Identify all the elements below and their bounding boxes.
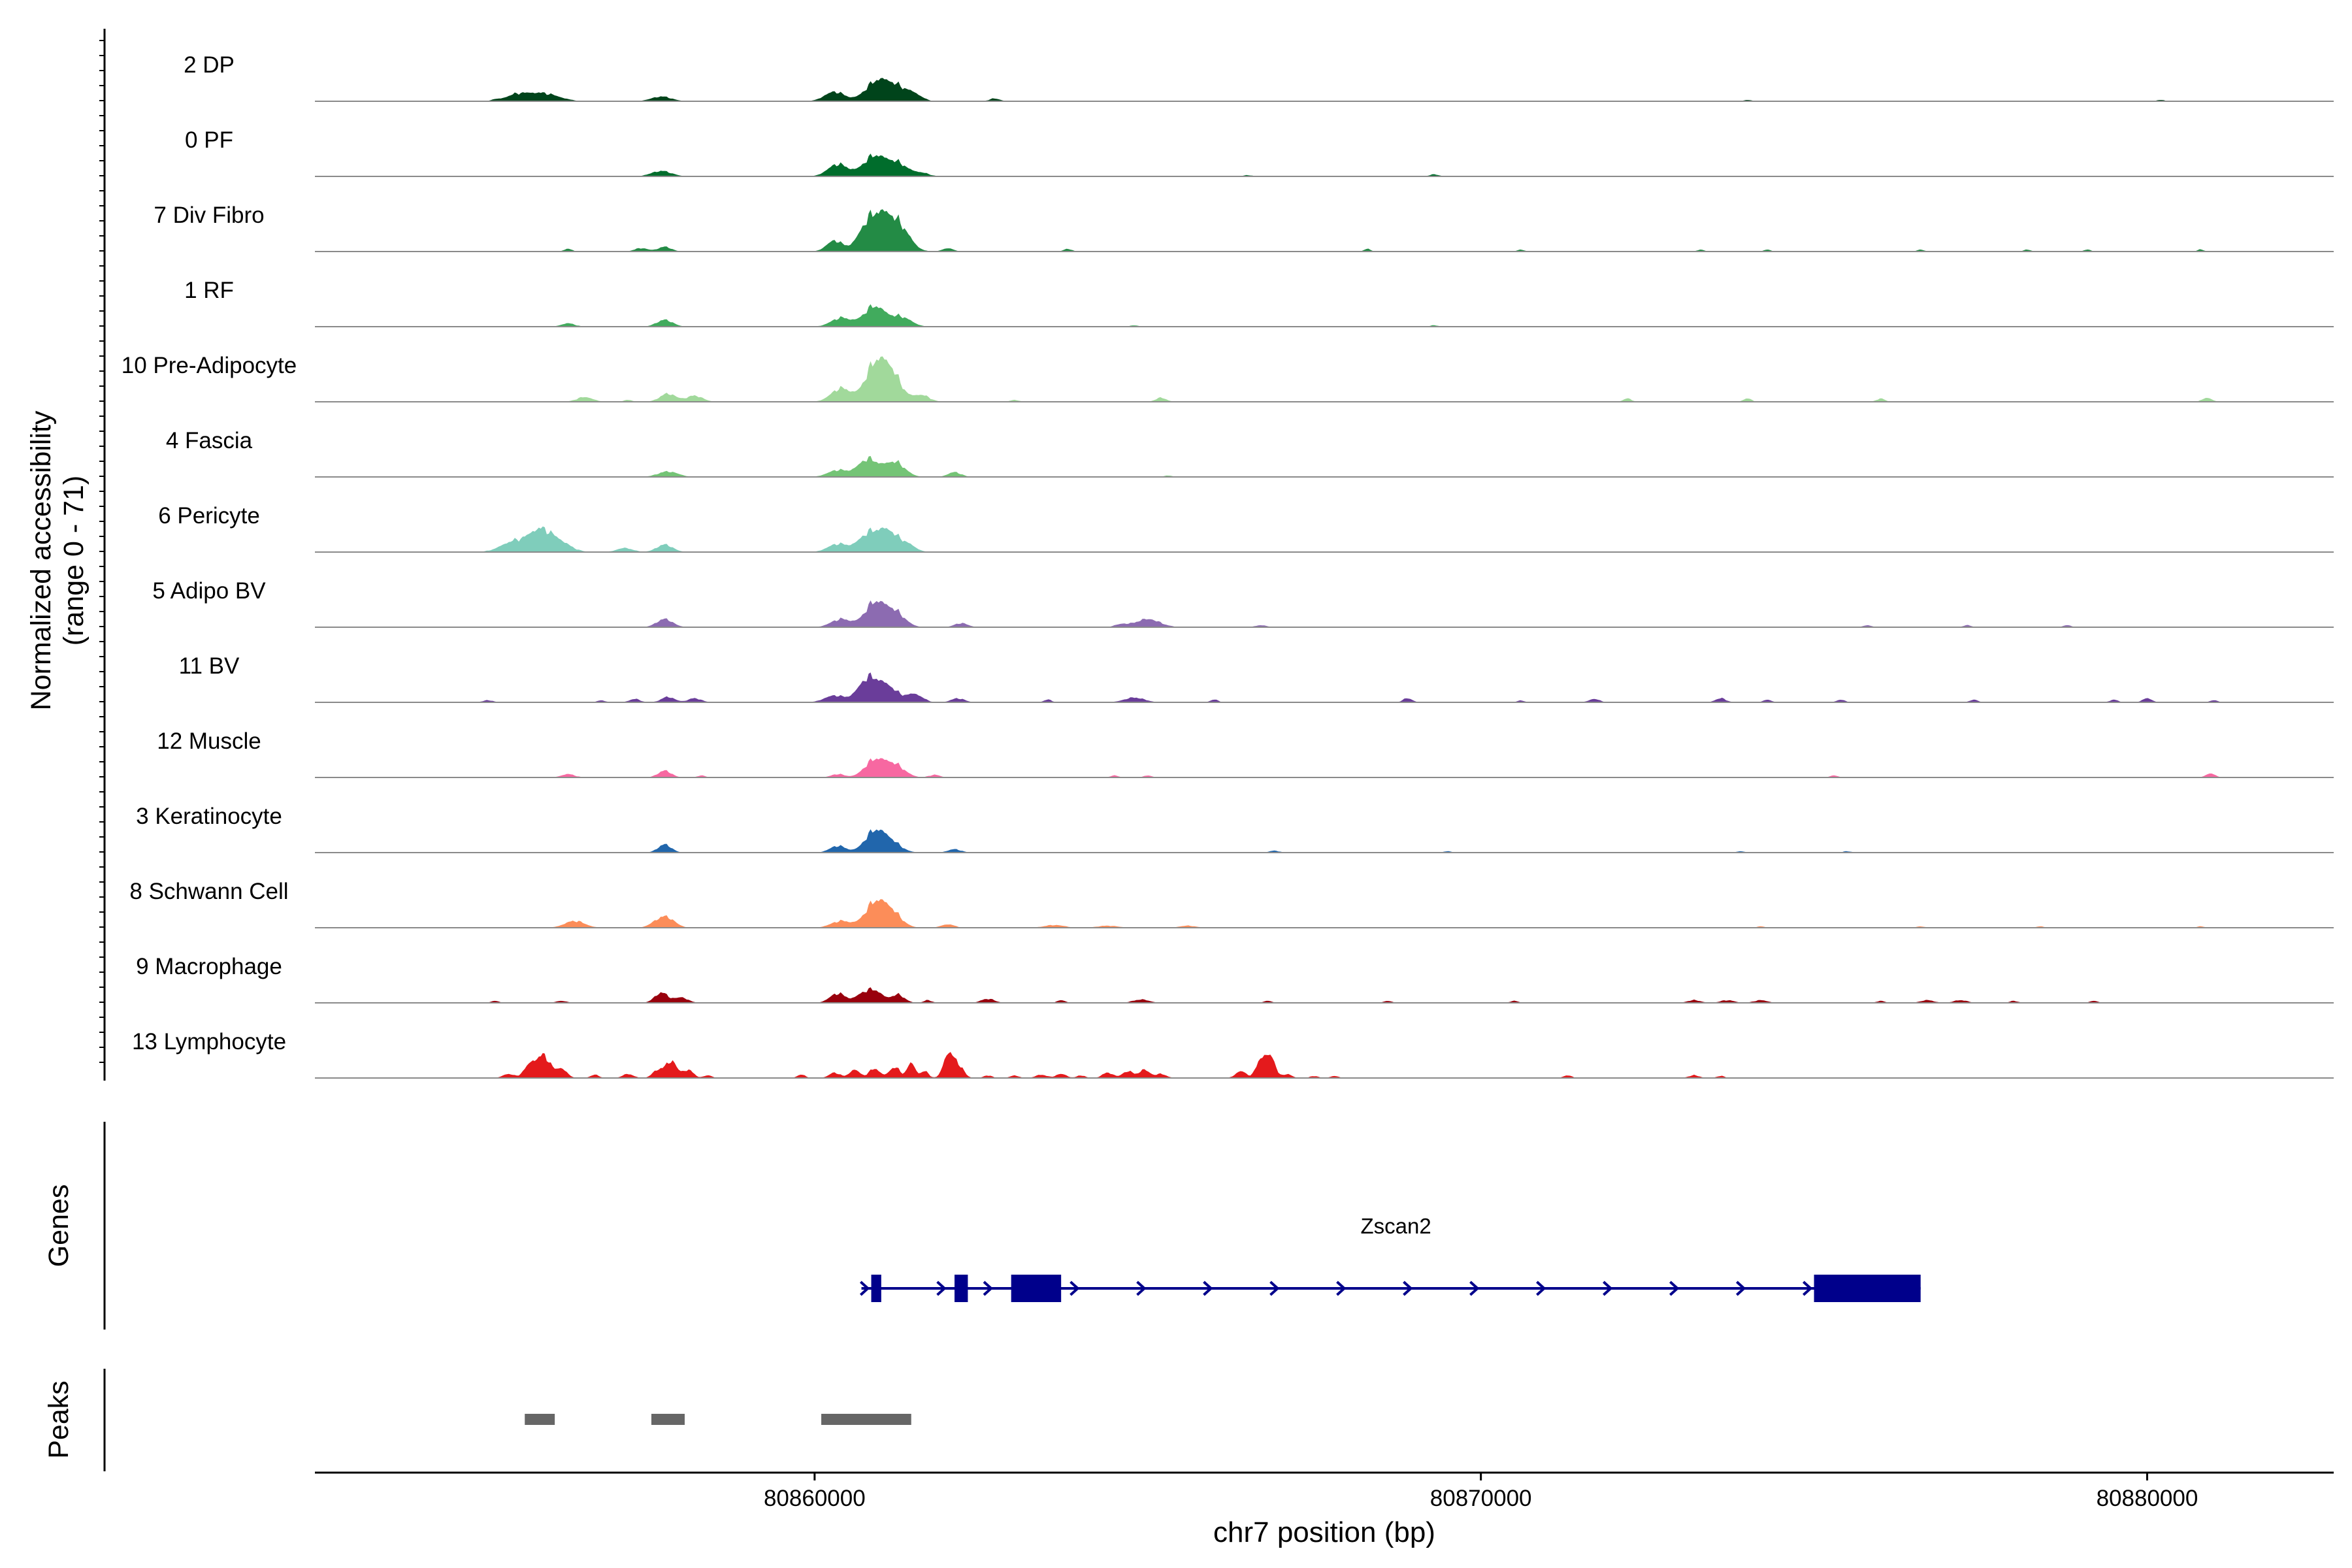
strand-arrow xyxy=(1336,1281,1347,1296)
strand-arrow xyxy=(1803,1281,1813,1296)
track-label: 0 PF xyxy=(185,127,233,153)
peak-region xyxy=(821,1414,911,1425)
genes-track-label: Genes xyxy=(43,1184,74,1267)
coverage-area xyxy=(315,1052,2334,1078)
coverage-track: 12 Muscle xyxy=(157,728,2334,778)
coverage-track: 11 BV xyxy=(179,653,2334,703)
coverage-track: 5 Adipo BV xyxy=(152,578,2334,628)
gene-exon xyxy=(1814,1275,1921,1302)
strand-arrow xyxy=(859,1281,870,1296)
strand-arrow xyxy=(1136,1281,1147,1296)
strand-arrow xyxy=(1536,1281,1546,1296)
strand-arrow xyxy=(1669,1281,1680,1296)
strand-arrow xyxy=(1469,1281,1480,1296)
coverage-track: 10 Pre-Adipocyte xyxy=(122,353,2334,402)
accessibility-axis: Normalized accessibility (range 0 - 71) xyxy=(25,29,106,1081)
x-axis: 80860000 80870000 80880000 chr7 position (b… xyxy=(315,1471,2334,1548)
track-label: 13 Lymphocyte xyxy=(132,1029,286,1054)
track-label: 1 RF xyxy=(184,278,234,303)
peaks-track: Peaks xyxy=(43,1369,911,1471)
coverage-track: 8 Schwann Cell xyxy=(129,879,2334,928)
strand-arrow xyxy=(983,1281,993,1296)
coverage-track: 9 Macrophage xyxy=(136,954,2334,1004)
coverage-area xyxy=(315,758,2334,777)
coverage-area xyxy=(315,78,2334,101)
track-label: 11 BV xyxy=(179,653,240,679)
strand-arrow xyxy=(936,1281,947,1296)
track-label: 3 Keratinocyte xyxy=(136,804,282,829)
peaks-track-label: Peaks xyxy=(43,1380,74,1459)
coverage-area xyxy=(315,154,2334,176)
coverage-area xyxy=(315,209,2334,252)
strand-arrow xyxy=(1070,1281,1080,1296)
coverage-track: 7 Div Fibro xyxy=(154,203,2334,252)
x-tick-label: 80870000 xyxy=(1430,1486,1532,1511)
strand-arrow xyxy=(1736,1281,1746,1296)
x-tick-label: 80860000 xyxy=(764,1486,866,1511)
gene-name-label: Zscan2 xyxy=(1361,1214,1431,1238)
gene-exon xyxy=(871,1275,881,1302)
track-label: 2 DP xyxy=(184,52,235,78)
coverage-track: 4 Fascia xyxy=(166,428,2334,478)
strand-arrow xyxy=(1203,1281,1213,1296)
y-axis-range-label: (range 0 - 71) xyxy=(58,476,90,646)
track-label: 6 Pericyte xyxy=(158,503,260,529)
coverage-area xyxy=(315,987,2334,1003)
coverage-track: 6 Pericyte xyxy=(158,503,2334,553)
track-label: 4 Fascia xyxy=(166,428,253,453)
x-axis-label: chr7 position (bp) xyxy=(1213,1516,1435,1548)
coverage-track: 13 Lymphocyte xyxy=(132,1029,2334,1079)
track-label: 12 Muscle xyxy=(157,728,261,754)
coverage-area xyxy=(315,899,2334,928)
x-tick-label: 80880000 xyxy=(2097,1486,2198,1511)
coverage-area xyxy=(315,304,2334,327)
coverage-track: 1 RF xyxy=(184,278,2334,327)
gene-exon xyxy=(1011,1275,1062,1302)
strand-arrow xyxy=(1603,1281,1613,1296)
track-label: 7 Div Fibro xyxy=(154,203,264,228)
coverage-track: 3 Keratinocyte xyxy=(136,804,2334,853)
peak-region xyxy=(651,1414,685,1425)
coverage-area xyxy=(315,526,2334,552)
coverage-area xyxy=(315,672,2334,702)
peak-region xyxy=(525,1414,555,1425)
track-label: 8 Schwann Cell xyxy=(129,879,288,904)
y-axis-label: Normalized accessibility xyxy=(25,410,57,710)
coverage-track: 2 DP xyxy=(184,52,2334,102)
coverage-tracks: 2 DP 0 PF 7 Div Fibro 1 RF 10 Pre-Adipocyte 4… xyxy=(122,52,2334,1079)
genes-track: Genes Zscan2 xyxy=(43,1122,1921,1330)
track-label: 9 Macrophage xyxy=(136,954,282,979)
gene-exon xyxy=(955,1275,968,1302)
coverage-track: 0 PF xyxy=(185,127,2334,177)
coverage-area xyxy=(315,600,2334,627)
track-label: 5 Adipo BV xyxy=(152,578,266,604)
coverage-area xyxy=(315,829,2334,853)
track-label: 10 Pre-Adipocyte xyxy=(122,353,297,378)
coverage-area xyxy=(315,356,2334,402)
strand-arrow xyxy=(1269,1281,1280,1296)
strand-arrow xyxy=(1403,1281,1413,1296)
coverage-area xyxy=(315,455,2334,477)
